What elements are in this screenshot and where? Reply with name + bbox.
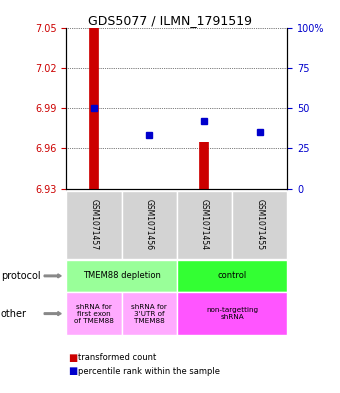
Text: GDS5077 / ILMN_1791519: GDS5077 / ILMN_1791519 <box>88 14 252 27</box>
Text: non-targetting
shRNA: non-targetting shRNA <box>206 307 258 320</box>
Text: GSM1071454: GSM1071454 <box>200 199 209 251</box>
Text: transformed count: transformed count <box>78 353 156 362</box>
Text: ■: ■ <box>68 366 77 376</box>
Text: shRNA for
3'UTR of
TMEM88: shRNA for 3'UTR of TMEM88 <box>131 304 167 323</box>
Text: GSM1071455: GSM1071455 <box>255 199 264 251</box>
Text: other: other <box>1 309 27 319</box>
Text: shRNA for
first exon
of TMEM88: shRNA for first exon of TMEM88 <box>74 304 114 323</box>
Text: TMEM88 depletion: TMEM88 depletion <box>83 272 160 280</box>
Text: percentile rank within the sample: percentile rank within the sample <box>78 367 220 376</box>
Text: control: control <box>217 272 247 280</box>
Text: protocol: protocol <box>1 271 40 281</box>
Text: ■: ■ <box>68 353 77 363</box>
Text: GSM1071456: GSM1071456 <box>145 199 154 251</box>
Text: GSM1071457: GSM1071457 <box>89 199 98 251</box>
